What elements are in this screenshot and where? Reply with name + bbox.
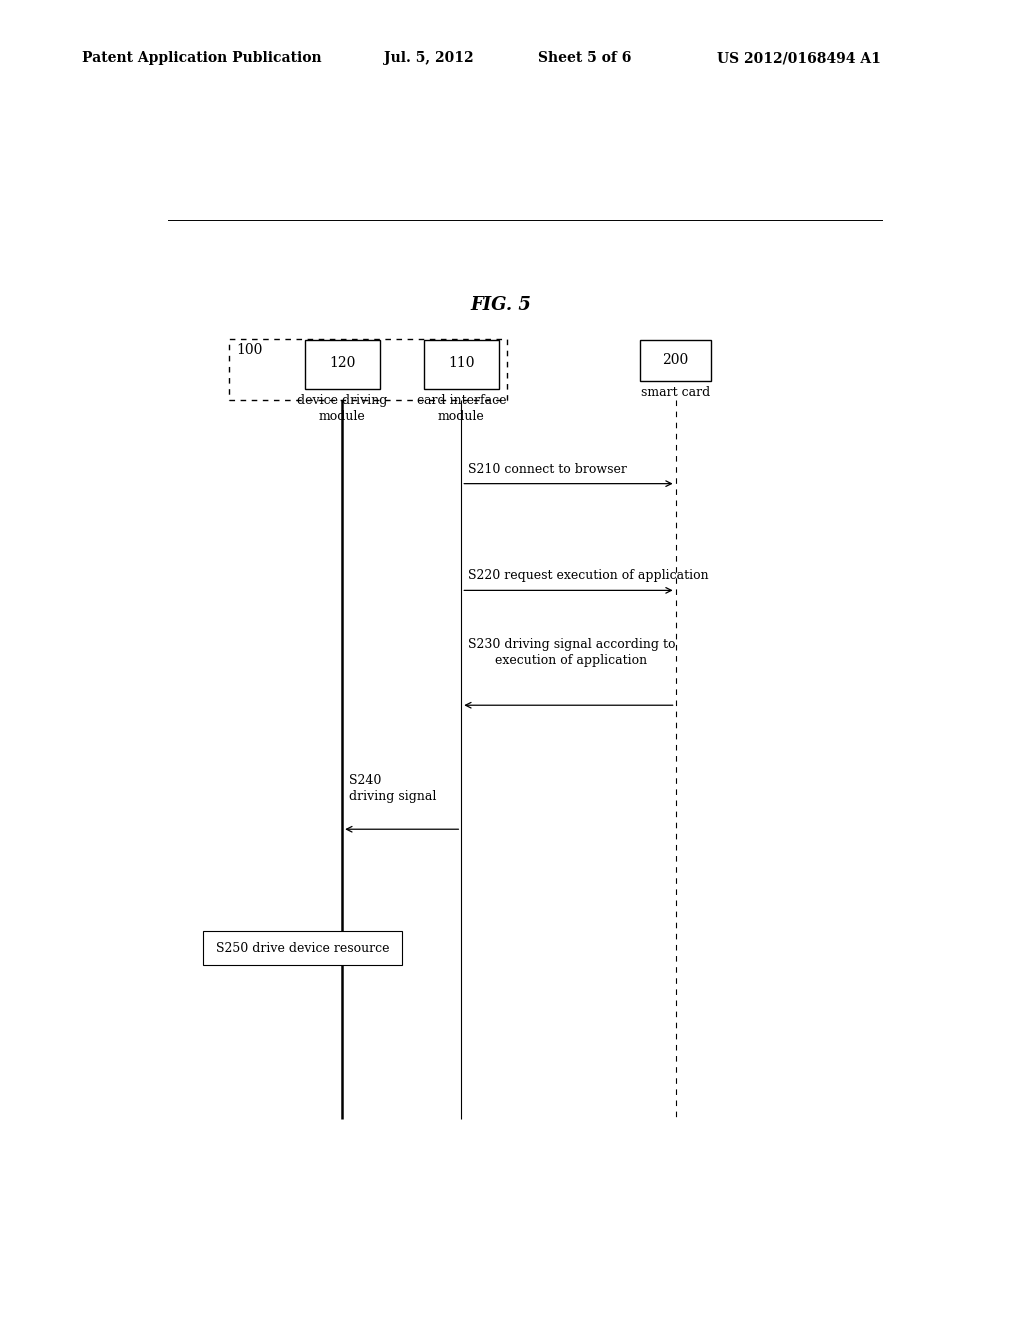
Text: device driving
module: device driving module <box>297 395 387 424</box>
Text: 200: 200 <box>663 352 689 367</box>
Text: S220 request execution of application: S220 request execution of application <box>468 569 709 582</box>
Text: 110: 110 <box>449 355 474 370</box>
Text: S240
driving signal: S240 driving signal <box>348 774 436 803</box>
Text: US 2012/0168494 A1: US 2012/0168494 A1 <box>717 51 881 65</box>
Text: Sheet 5 of 6: Sheet 5 of 6 <box>538 51 631 65</box>
Bar <box>424 341 499 389</box>
Text: S210 connect to browser: S210 connect to browser <box>468 462 627 475</box>
Text: 120: 120 <box>329 355 355 370</box>
Text: S250 drive device resource: S250 drive device resource <box>216 941 389 954</box>
Text: FIG. 5: FIG. 5 <box>471 296 531 314</box>
Text: 100: 100 <box>237 343 263 358</box>
Text: S230 driving signal according to
execution of application: S230 driving signal according to executi… <box>468 638 675 667</box>
Bar <box>228 339 507 400</box>
Text: Jul. 5, 2012: Jul. 5, 2012 <box>384 51 474 65</box>
Text: card interface
module: card interface module <box>417 395 506 424</box>
Text: smart card: smart card <box>641 385 711 399</box>
Bar <box>304 341 380 389</box>
Text: Patent Application Publication: Patent Application Publication <box>82 51 322 65</box>
Bar <box>640 341 712 381</box>
Bar <box>204 931 401 965</box>
